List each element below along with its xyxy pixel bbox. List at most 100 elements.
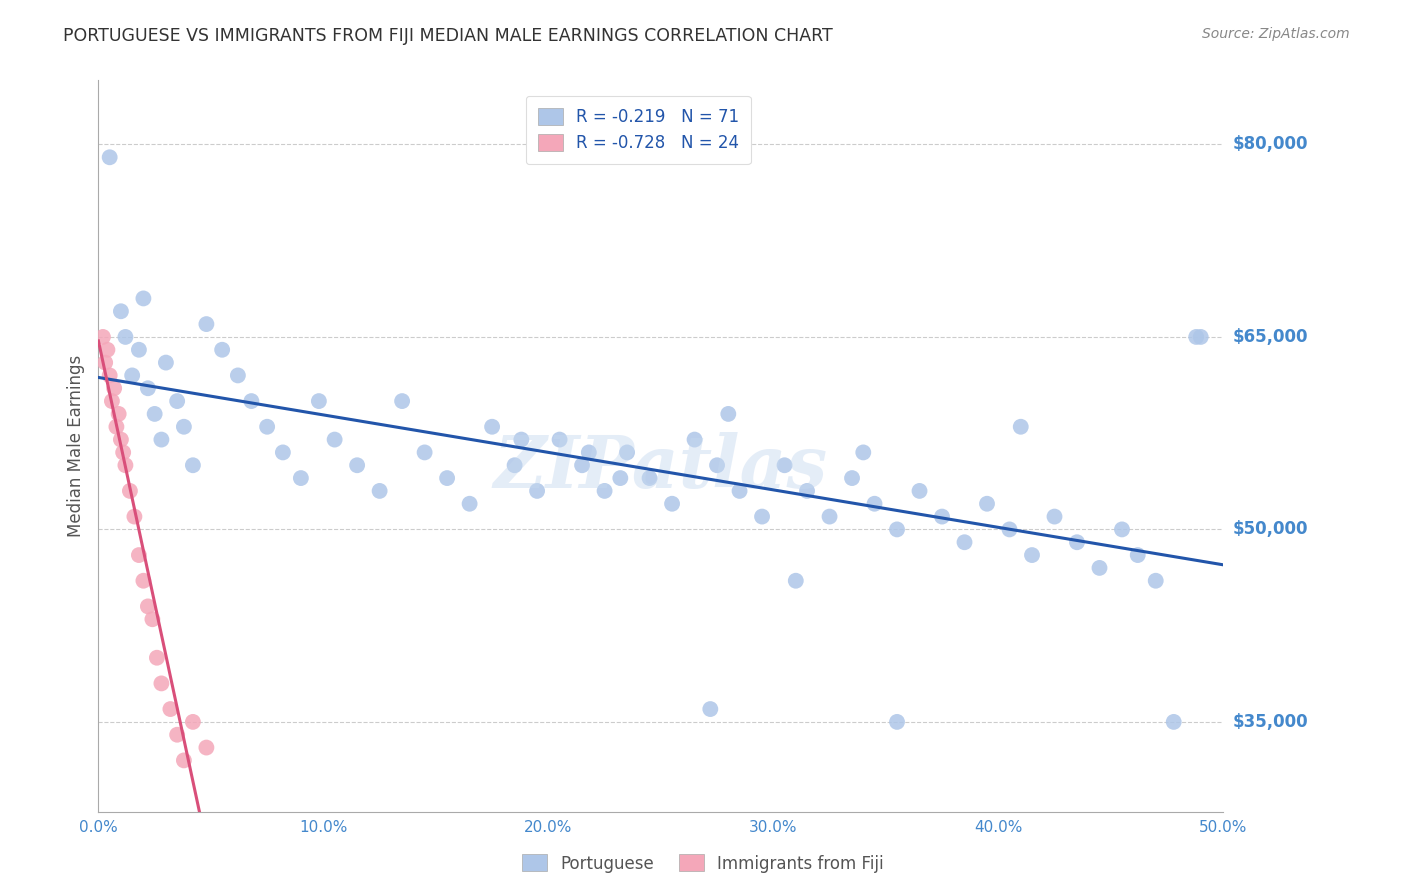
Text: ZIPatlas: ZIPatlas bbox=[494, 433, 828, 503]
Point bbox=[751, 509, 773, 524]
Point bbox=[166, 394, 188, 409]
Point bbox=[112, 445, 135, 459]
Point bbox=[1163, 714, 1185, 729]
Point bbox=[773, 458, 796, 473]
Point bbox=[841, 471, 863, 485]
Point bbox=[976, 497, 998, 511]
Point bbox=[98, 368, 121, 383]
Point bbox=[526, 483, 548, 498]
Point bbox=[616, 445, 638, 459]
Point bbox=[481, 419, 503, 434]
Legend: Portuguese, Immigrants from Fiji: Portuguese, Immigrants from Fiji bbox=[516, 847, 890, 880]
Point bbox=[226, 368, 249, 383]
Point bbox=[571, 458, 593, 473]
Point bbox=[706, 458, 728, 473]
Point bbox=[132, 292, 155, 306]
Point bbox=[141, 612, 163, 626]
Point bbox=[256, 419, 278, 434]
Point bbox=[1126, 548, 1149, 562]
Point bbox=[91, 330, 114, 344]
Point bbox=[863, 497, 886, 511]
Point bbox=[155, 355, 177, 369]
Point bbox=[717, 407, 740, 421]
Point bbox=[103, 381, 125, 395]
Point bbox=[181, 458, 204, 473]
Point bbox=[683, 433, 706, 447]
Point bbox=[290, 471, 312, 485]
Text: $50,000: $50,000 bbox=[1232, 520, 1308, 539]
Point bbox=[852, 445, 875, 459]
Point bbox=[132, 574, 155, 588]
Point bbox=[124, 509, 146, 524]
Point bbox=[1010, 419, 1032, 434]
Point bbox=[886, 714, 908, 729]
Point bbox=[323, 433, 346, 447]
Point bbox=[1144, 574, 1167, 588]
Point bbox=[114, 330, 136, 344]
Point bbox=[308, 394, 330, 409]
Point bbox=[195, 317, 218, 331]
Text: $35,000: $35,000 bbox=[1232, 713, 1308, 731]
Point bbox=[110, 304, 132, 318]
Point bbox=[173, 753, 195, 767]
Point bbox=[181, 714, 204, 729]
Point bbox=[510, 433, 533, 447]
Point bbox=[593, 483, 616, 498]
Point bbox=[94, 355, 117, 369]
Point bbox=[98, 150, 121, 164]
Point bbox=[118, 483, 141, 498]
Point bbox=[143, 407, 166, 421]
Point bbox=[578, 445, 600, 459]
Point bbox=[240, 394, 263, 409]
Point bbox=[173, 419, 195, 434]
Point bbox=[105, 419, 128, 434]
Point bbox=[1066, 535, 1088, 549]
Point bbox=[436, 471, 458, 485]
Point bbox=[1088, 561, 1111, 575]
Point bbox=[728, 483, 751, 498]
Point bbox=[110, 433, 132, 447]
Point bbox=[953, 535, 976, 549]
Point bbox=[908, 483, 931, 498]
Point bbox=[886, 523, 908, 537]
Point bbox=[195, 740, 218, 755]
Point bbox=[818, 509, 841, 524]
Point bbox=[114, 458, 136, 473]
Point bbox=[796, 483, 818, 498]
Point bbox=[609, 471, 631, 485]
Point bbox=[785, 574, 807, 588]
Point bbox=[271, 445, 294, 459]
Point bbox=[391, 394, 413, 409]
Text: PORTUGUESE VS IMMIGRANTS FROM FIJI MEDIAN MALE EARNINGS CORRELATION CHART: PORTUGUESE VS IMMIGRANTS FROM FIJI MEDIA… bbox=[63, 27, 832, 45]
Point bbox=[638, 471, 661, 485]
Point bbox=[931, 509, 953, 524]
Point bbox=[128, 343, 150, 357]
Point bbox=[107, 407, 129, 421]
Point bbox=[121, 368, 143, 383]
Point bbox=[166, 728, 188, 742]
Point bbox=[368, 483, 391, 498]
Point bbox=[548, 433, 571, 447]
Y-axis label: Median Male Earnings: Median Male Earnings bbox=[66, 355, 84, 537]
Point bbox=[346, 458, 368, 473]
Point bbox=[503, 458, 526, 473]
Point bbox=[101, 394, 124, 409]
Point bbox=[159, 702, 181, 716]
Point bbox=[150, 433, 173, 447]
Legend: R = -0.219   N = 71, R = -0.728   N = 24: R = -0.219 N = 71, R = -0.728 N = 24 bbox=[526, 96, 751, 164]
Text: $65,000: $65,000 bbox=[1232, 328, 1308, 346]
Point bbox=[1185, 330, 1208, 344]
Point bbox=[458, 497, 481, 511]
Text: $80,000: $80,000 bbox=[1232, 136, 1308, 153]
Point bbox=[136, 381, 159, 395]
Point bbox=[1043, 509, 1066, 524]
Point bbox=[661, 497, 683, 511]
Point bbox=[1189, 330, 1212, 344]
Point bbox=[128, 548, 150, 562]
Point bbox=[146, 650, 169, 665]
Point bbox=[136, 599, 159, 614]
Point bbox=[1111, 523, 1133, 537]
Text: Source: ZipAtlas.com: Source: ZipAtlas.com bbox=[1202, 27, 1350, 41]
Point bbox=[150, 676, 173, 690]
Point bbox=[211, 343, 233, 357]
